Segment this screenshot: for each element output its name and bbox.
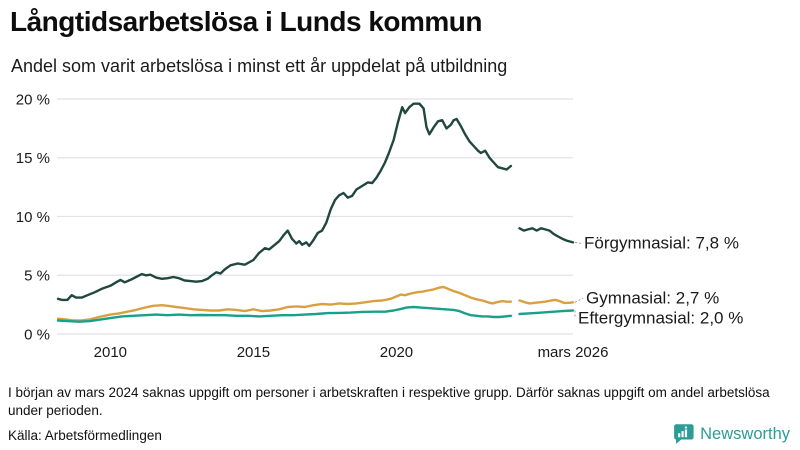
y-tick-label-5pct: 5 % xyxy=(24,268,50,285)
footnote: I början av mars 2024 saknas uppgift om … xyxy=(8,385,770,418)
series-connector-gymnasial xyxy=(574,297,584,303)
page-title: Långtidsarbetslösa i Lunds kommun xyxy=(10,6,483,37)
newsworthy-bubble-chart-icon xyxy=(674,424,694,444)
x-tick-label-mars-2026: mars 2026 xyxy=(538,344,609,361)
series-line-gymnasial-segment-1 xyxy=(56,285,513,322)
series-connector-forgymnasial xyxy=(574,241,582,244)
x-tick-label-2015: 2015 xyxy=(237,344,270,361)
y-tick-label-0pct: 0 % xyxy=(24,326,50,343)
y-tick-label-10pct: 10 % xyxy=(16,209,50,226)
series-line-gymnasial-segment-2 xyxy=(518,298,575,305)
y-tick-label-15pct: 15 % xyxy=(16,150,50,167)
x-tick-label-2020: 2020 xyxy=(380,344,413,361)
newsworthy-wordmark: Newsworthy xyxy=(700,424,790,443)
series-line-forgymnasial-segment-1 xyxy=(56,102,513,302)
series-end-label-forgymnasial: Förgymnasial: 7,8 % xyxy=(584,233,739,252)
source-attribution: Källa: Arbetsförmedlingen xyxy=(8,428,162,443)
series-end-label-eftergymnasial: Eftergymnasial: 2,0 % xyxy=(578,309,743,328)
y-tick-label-20pct: 20 % xyxy=(16,91,50,108)
series-line-eftergymnasial-segment-1 xyxy=(56,305,513,323)
series-line-forgymnasial-segment-2 xyxy=(518,227,575,244)
series-line-eftergymnasial-segment-2 xyxy=(518,309,575,316)
series-end-label-gymnasial: Gymnasial: 2,7 % xyxy=(586,288,719,307)
newsworthy-logo: Newsworthy xyxy=(672,423,790,445)
x-tick-label-2010: 2010 xyxy=(94,344,127,361)
chart-subtitle: Andel som varit arbetslösa i minst ett å… xyxy=(11,56,508,76)
